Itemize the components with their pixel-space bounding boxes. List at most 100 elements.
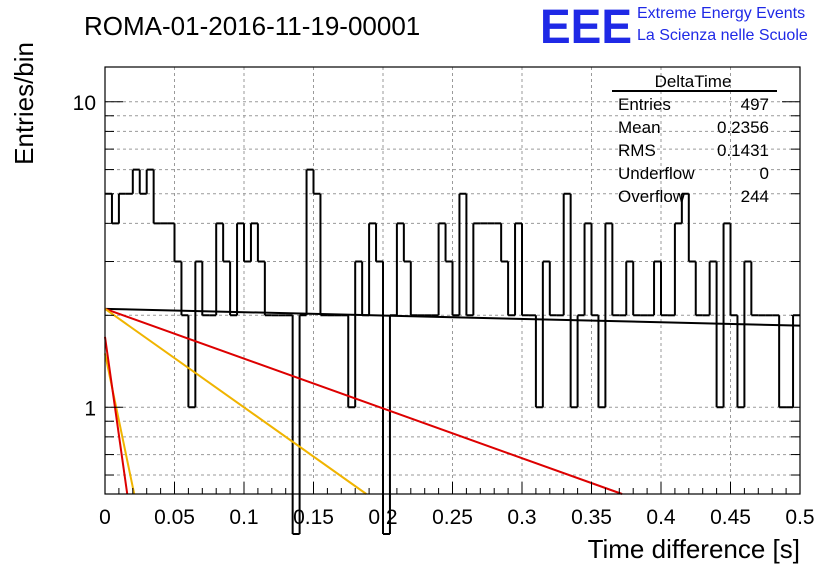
hist-bin [715,261,724,409]
hist-bin [312,169,321,195]
x-tick-label: 0.05 [154,506,195,529]
x-tick-label: 0.45 [710,506,751,529]
hist-bin [222,223,231,263]
x-tick-label: 0.4 [646,506,676,529]
hist-bin [583,222,592,316]
hist-bin [215,222,224,316]
hist-bin [507,261,516,317]
x-tick-label: 0.15 [293,506,334,529]
x-tick-label: 0.1 [229,506,258,529]
hist-bin [444,223,453,263]
y-axis-ticks: 1 10 [73,92,800,476]
x-tick-label: 0.3 [507,506,536,529]
hist-bin [500,223,509,263]
logo-line-1: Extreme Energy Events [637,5,805,22]
hist-bin [604,222,613,408]
hist-bin [458,192,467,316]
stats-row-label: Underflow [618,164,695,183]
stats-title: DeltaTime [655,72,732,91]
hist-bin [521,223,529,317]
fit-curve [104,308,367,495]
stats-row-value: 0.2356 [717,118,769,137]
y-tick-label: 10 [73,92,96,115]
hist-bin [597,315,606,409]
y-tick-label: 1 [84,397,96,420]
x-tick-label: 0.25 [432,506,473,529]
hist-bin [576,314,585,408]
hist-bin [375,223,383,263]
hist-bin [187,315,196,409]
fit-curves [104,307,801,495]
hist-bin [625,260,634,316]
hist-bin [465,193,474,317]
stats-row-label: Overflow [618,187,686,206]
stats-row-label: Entries [618,95,671,114]
stats-row-label: RMS [618,141,656,160]
hist-bin [319,193,328,317]
hist-bin [298,314,307,534]
eee-logo-letters: EEE [540,1,632,54]
hist-bin [382,261,390,535]
x-axis-ticks: 0 0.05 0.1 0.15 0.2 0.25 0.3 0.35 0.4 0.45 0.5 [99,482,815,529]
hist-bin [548,261,557,317]
hist-bin [680,192,689,224]
hist-bin [792,314,800,408]
hist-bin [305,168,314,316]
hist-bin [409,261,418,317]
hist-bin [451,261,460,317]
hist-bin [194,260,203,408]
hist-bin [472,222,481,316]
hist-bin [569,193,578,409]
hist-bin [437,222,446,316]
hist-bin [347,315,356,409]
hist-bin [750,261,759,317]
hist-bin [263,261,272,317]
hist-bin [743,260,752,408]
histogram [105,168,800,535]
hist-bin [117,192,126,224]
hist-bin [736,315,745,409]
hist-bin [729,223,738,317]
stats-row-value: 244 [741,187,769,206]
fit-curve [104,307,623,495]
hist-bin [402,223,411,263]
logo-line-2: La Scienza nelle Scuole [637,27,808,44]
hist-bin [660,261,668,317]
hist-bin [229,261,238,317]
x-tick-label: 0.35 [571,506,612,529]
hist-bin [694,261,703,317]
run-title: ROMA-01-2016-11-19-00001 [84,11,420,41]
hist-bin [131,168,140,194]
hist-bin [388,314,397,534]
hist-bin [611,223,620,317]
hist-bin [778,315,787,409]
hist-bin [534,315,543,409]
fit-curve [104,307,801,327]
eee-logo: EEE Extreme Energy Events La Scienza nel… [540,1,808,54]
hist-bin [145,168,154,194]
x-tick-label: 0.5 [785,506,814,529]
hist-bin [256,223,265,263]
hist-bin [201,261,210,317]
hist-bin [514,222,522,316]
stats-box: DeltaTime Entries 497 Mean 0.2356 RMS 0.1431 U… [612,72,777,206]
hist-bin [291,315,300,535]
hist-bin [590,223,599,317]
hist-bin [673,222,682,316]
hist-bin [722,222,731,408]
hist-bin [653,260,661,316]
stats-row-label: Mean [618,118,661,137]
hist-bin [249,222,258,262]
hist-bin [243,223,251,263]
hist-bin [236,222,244,316]
hist-bin [368,222,377,316]
stats-row-value: 497 [741,95,769,114]
x-tick-label: 0.2 [368,506,397,529]
hist-bin [361,261,370,317]
y-axis-label: Entries/bin [9,42,39,165]
hist-bin [138,169,147,195]
hist-bin [687,193,696,263]
hist-bin [110,193,119,225]
hist-bin [395,222,404,316]
